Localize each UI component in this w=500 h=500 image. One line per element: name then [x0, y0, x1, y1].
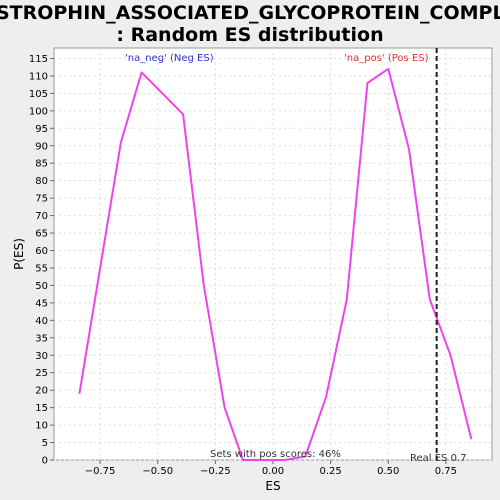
pos-scores-text: Sets with pos scores: 46% [210, 449, 341, 460]
y-tick-label: 85 [35, 159, 48, 170]
x-tick-label: −0.50 [142, 466, 173, 477]
y-tick-label: 15 [35, 403, 48, 414]
y-tick-label: 35 [35, 333, 48, 344]
x-tick-label: 0.75 [435, 466, 457, 477]
y-tick-label: 115 [29, 54, 48, 65]
y-tick-label: 110 [29, 71, 48, 82]
y-tick-label: 0 [42, 456, 48, 467]
y-axis-label: P(ES) [12, 238, 26, 270]
y-tick-label: 50 [35, 281, 48, 292]
pos-es-label: 'na_pos' (Pos ES) [344, 53, 429, 64]
x-tick-label: −0.25 [200, 466, 231, 477]
x-axis-label: ES [265, 479, 280, 493]
y-tick-label: 75 [35, 194, 48, 205]
y-tick-label: 10 [35, 421, 48, 432]
x-axis-ticks: −0.75 −0.50 −0.25 0.00 0.25 0.50 0.75 [85, 460, 457, 477]
chart-title-line-2: : Random ES distribution [116, 24, 383, 46]
y-tick-label: 40 [35, 316, 48, 327]
es-series-line [78, 67, 473, 461]
y-tick-label: 55 [35, 263, 48, 274]
chart-title-line-1: DYSTROPHIN_ASSOCIATED_GLYCOPROTEIN_COMPL… [0, 2, 500, 24]
y-tick-label: 90 [35, 141, 48, 152]
series-layer [78, 67, 473, 461]
y-tick-label: 105 [29, 89, 48, 100]
x-tick-label: 0.25 [319, 466, 341, 477]
y-tick-label: 20 [35, 386, 48, 397]
y-tick-label: 80 [35, 176, 48, 187]
real-es-text: Real ES 0.7 [410, 453, 466, 464]
y-tick-label: 25 [35, 368, 48, 379]
y-tick-label: 5 [42, 438, 48, 449]
x-tick-label: 0.50 [377, 466, 399, 477]
y-axis-ticks: 0 5 10 15 20 25 30 35 40 45 50 55 60 65 70 75 80 85 90 95 10… [29, 54, 54, 467]
y-tick-label: 60 [35, 246, 48, 257]
y-tick-label: 45 [35, 298, 48, 309]
x-tick-label: −0.75 [85, 466, 116, 477]
y-tick-label: 70 [35, 211, 48, 222]
y-tick-label: 95 [35, 124, 48, 135]
annotation-layer: 'na_neg' (Neg ES) 'na_pos' (Pos ES) Sets… [125, 48, 466, 464]
grid-lines [54, 48, 492, 461]
x-tick-label: 0.00 [262, 466, 284, 477]
neg-es-label: 'na_neg' (Neg ES) [125, 53, 214, 64]
y-tick-label: 100 [29, 106, 48, 117]
y-tick-label: 30 [35, 351, 48, 362]
y-tick-label: 65 [35, 229, 48, 240]
